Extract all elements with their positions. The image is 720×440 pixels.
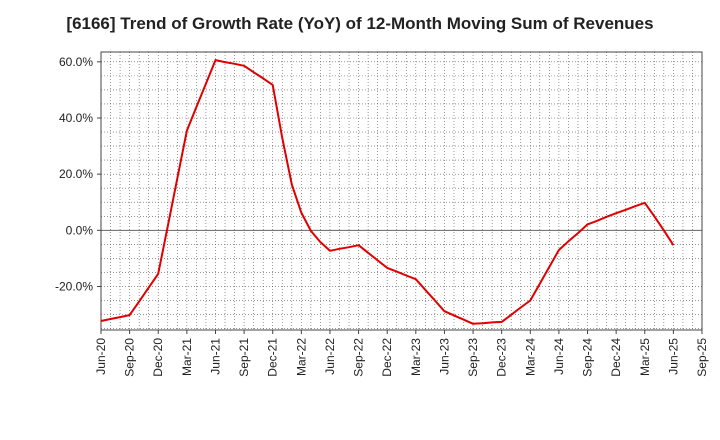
- x-tick-label: Sep-22: [352, 338, 366, 377]
- x-tick-label: Mar-21: [180, 338, 194, 376]
- x-tick-label: Jun-20: [94, 338, 108, 375]
- x-tick-label: Sep-23: [466, 338, 480, 377]
- x-tick-label: Sep-21: [237, 338, 251, 377]
- x-tick-label: Sep-20: [123, 338, 137, 377]
- x-tick-label: Sep-24: [581, 338, 595, 377]
- x-tick-label: Dec-20: [151, 338, 165, 377]
- x-tick-label: Dec-22: [380, 338, 394, 377]
- chart-title: [6166] Trend of Growth Rate (YoY) of 12-…: [66, 14, 654, 33]
- y-tick-label: 0.0%: [66, 223, 94, 237]
- x-tick-label: Jun-25: [666, 338, 680, 375]
- x-tick-label: Dec-21: [266, 338, 280, 377]
- x-tick-label: Mar-23: [409, 338, 423, 376]
- x-tick-label: Sep-25: [695, 338, 709, 377]
- x-tick-label: Jun-21: [208, 338, 222, 375]
- y-tick-label: 40.0%: [59, 111, 93, 125]
- y-tick-label: 20.0%: [59, 167, 93, 181]
- series-line: [100, 59, 675, 325]
- x-tick-label: Jun-22: [323, 338, 337, 375]
- x-tick-label: Dec-23: [495, 338, 509, 377]
- x-tick-label: Mar-25: [638, 338, 652, 376]
- y-tick-label: 60.0%: [59, 55, 93, 69]
- y-tick-label: -20.0%: [55, 279, 93, 293]
- x-tick-label: Mar-24: [523, 338, 537, 376]
- x-tick-label: Mar-22: [294, 338, 308, 376]
- x-tick-label: Dec-24: [609, 338, 623, 377]
- x-tick-label: Jun-24: [552, 338, 566, 375]
- x-tick-label: Jun-23: [437, 338, 451, 375]
- plot-frame: [100, 51, 703, 331]
